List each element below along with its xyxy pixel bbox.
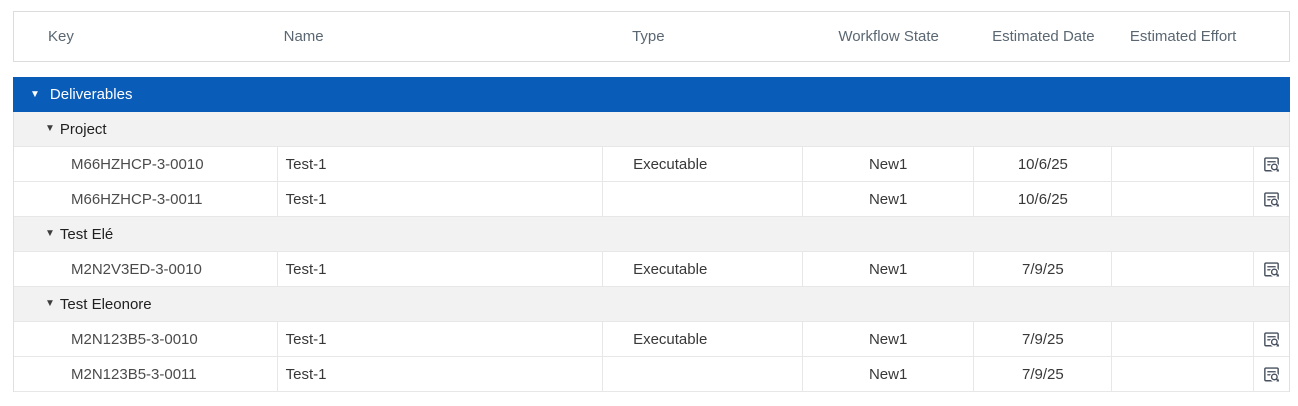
triangle-down-icon[interactable]: ▼ [45, 298, 55, 309]
column-header-name[interactable]: Name [283, 28, 324, 45]
deliverables-table: Key Name Type Workflow State Estimated D… [13, 11, 1290, 392]
table-body: ▼ Project M66HZHCP-3-0010 Test-1 Executable N… [13, 112, 1290, 392]
document-search-icon[interactable] [1259, 361, 1285, 387]
group-row-label: Test Elé [59, 225, 114, 243]
cell-estimated-date: 10/6/25 [974, 182, 1113, 216]
table-row-m2n2v3ed-3-0010[interactable]: M2N2V3ED-3-0010 Test-1 Executable New1 7/9/2… [14, 252, 1289, 287]
cell-workflow-state: New1 [803, 147, 975, 181]
column-header-workflow-state[interactable]: Workflow State [838, 27, 939, 45]
cell-workflow-state: New1 [803, 252, 975, 286]
triangle-down-icon[interactable]: ▼ [45, 228, 55, 239]
column-header-type[interactable]: Type [632, 28, 665, 45]
header-gap [13, 62, 1290, 77]
document-search-icon[interactable] [1259, 186, 1285, 212]
cell-actions [1254, 182, 1289, 216]
cell-name: Test-1 [278, 322, 604, 356]
column-header-estimated-date[interactable]: Estimated Date [992, 27, 1095, 45]
group-row-label: Test Eleonore [59, 295, 152, 313]
cell-actions [1254, 322, 1289, 356]
cell-estimated-date: 7/9/25 [974, 322, 1113, 356]
cell-estimated-effort [1112, 147, 1254, 181]
cell-type: Executable [603, 322, 803, 356]
cell-workflow-state: New1 [803, 182, 975, 216]
column-header-key[interactable]: Key [48, 28, 74, 45]
group-row-test-eleonore[interactable]: ▼ Test Eleonore [14, 287, 1289, 322]
document-search-icon[interactable] [1259, 151, 1285, 177]
cell-actions [1254, 252, 1289, 286]
cell-key: M66HZHCP-3-0010 [14, 147, 278, 181]
group-row-label: Project [59, 120, 107, 138]
table-row-m2n123b5-3-0011[interactable]: M2N123B5-3-0011 Test-1 New1 7/9/25 [14, 357, 1289, 392]
cell-name: Test-1 [278, 252, 604, 286]
cell-estimated-date: 7/9/25 [974, 252, 1113, 286]
document-search-icon[interactable] [1259, 326, 1285, 352]
cell-estimated-effort [1112, 322, 1254, 356]
triangle-down-icon[interactable]: ▼ [30, 88, 40, 100]
cell-workflow-state: New1 [803, 322, 975, 356]
cell-actions [1254, 147, 1289, 181]
cell-estimated-date: 7/9/25 [974, 357, 1113, 391]
table-header-row: Key Name Type Workflow State Estimated D… [13, 11, 1290, 62]
cell-estimated-effort [1112, 357, 1254, 391]
group-header-label: Deliverables [49, 86, 133, 103]
table-row-m66hzhcp-3-0010[interactable]: M66HZHCP-3-0010 Test-1 Executable New1 10/6/… [14, 147, 1289, 182]
cell-key: M2N123B5-3-0010 [14, 322, 278, 356]
cell-estimated-effort [1112, 252, 1254, 286]
table-row-m2n123b5-3-0010[interactable]: M2N123B5-3-0010 Test-1 Executable New1 7/9/2… [14, 322, 1289, 357]
column-header-estimated-effort[interactable]: Estimated Effort [1129, 27, 1237, 45]
cell-workflow-state: New1 [803, 357, 975, 391]
group-row-project[interactable]: ▼ Project [14, 112, 1289, 147]
cell-type: Executable [603, 252, 803, 286]
document-search-icon[interactable] [1259, 256, 1285, 282]
cell-estimated-date: 10/6/25 [974, 147, 1113, 181]
cell-key: M66HZHCP-3-0011 [14, 182, 278, 216]
table-row-m66hzhcp-3-0011[interactable]: M66HZHCP-3-0011 Test-1 New1 10/6/25 [14, 182, 1289, 217]
cell-name: Test-1 [278, 182, 604, 216]
cell-actions [1254, 357, 1289, 391]
cell-name: Test-1 [278, 147, 604, 181]
cell-estimated-effort [1112, 182, 1254, 216]
cell-key: M2N2V3ED-3-0010 [14, 252, 278, 286]
cell-key: M2N123B5-3-0011 [14, 357, 278, 391]
cell-type [603, 182, 803, 216]
group-row-test-el[interactable]: ▼ Test Elé [14, 217, 1289, 252]
triangle-down-icon[interactable]: ▼ [45, 123, 55, 134]
cell-name: Test-1 [278, 357, 604, 391]
group-header-deliverables[interactable]: ▼ Deliverables [13, 77, 1290, 112]
cell-type: Executable [603, 147, 803, 181]
cell-type [603, 357, 803, 391]
column-header-actions [1254, 12, 1289, 61]
